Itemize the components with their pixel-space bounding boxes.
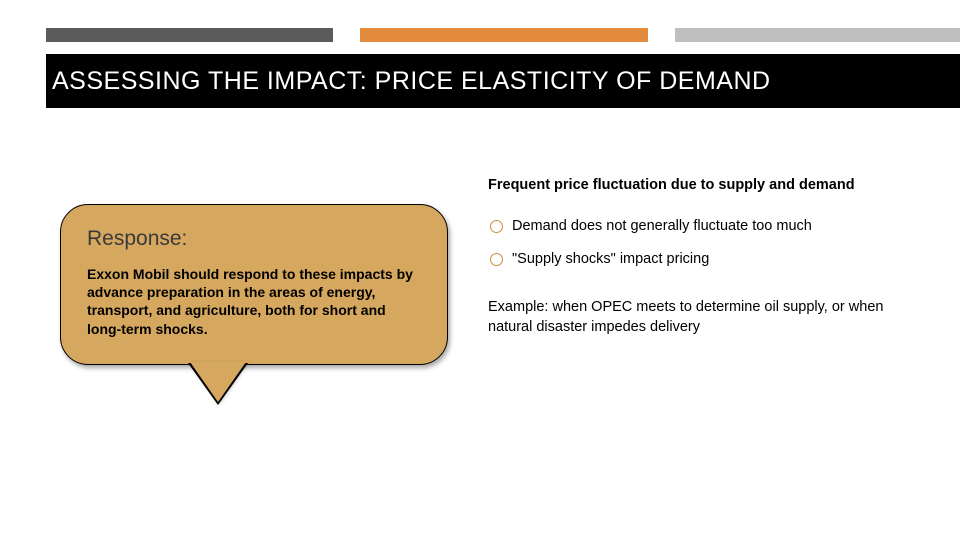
bullet-item: Demand does not generally fluctuate too … [488, 217, 908, 237]
callout-heading: Response: [87, 227, 421, 251]
callout-body: Exxon Mobil should respond to these impa… [87, 265, 421, 338]
bullet-list: Demand does not generally fluctuate too … [488, 217, 908, 270]
top-color-bar [46, 28, 960, 42]
topbar-segment-1 [46, 28, 333, 42]
response-callout: Response: Exxon Mobil should respond to … [60, 204, 448, 365]
topbar-gap-2 [648, 28, 675, 42]
lead-text: Frequent price fluctuation due to supply… [488, 176, 908, 195]
right-column: Frequent price fluctuation due to supply… [488, 176, 908, 337]
topbar-gap-1 [333, 28, 360, 42]
slide-title: ASSESSING THE IMPACT: PRICE ELASTICITY O… [52, 67, 771, 96]
callout-tail [190, 362, 246, 402]
topbar-segment-3 [675, 28, 960, 42]
example-text: Example: when OPEC meets to determine oi… [488, 298, 908, 337]
topbar-segment-2 [360, 28, 647, 42]
callout-container: Response: Exxon Mobil should respond to … [60, 204, 448, 365]
title-band: ASSESSING THE IMPACT: PRICE ELASTICITY O… [46, 54, 960, 108]
slide: ASSESSING THE IMPACT: PRICE ELASTICITY O… [0, 0, 960, 540]
bullet-item: "Supply shocks" impact pricing [488, 250, 908, 270]
